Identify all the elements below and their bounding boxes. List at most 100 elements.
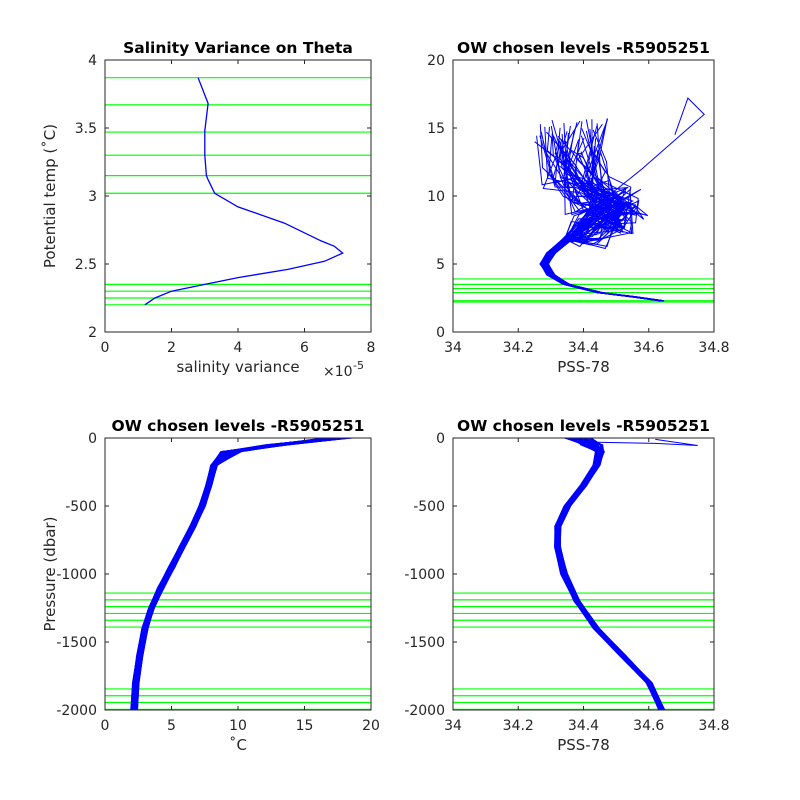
y-tick-label: 5 bbox=[436, 257, 445, 273]
outlier-profile bbox=[599, 97, 705, 204]
x-tick-label: 34.4 bbox=[568, 718, 599, 734]
y-tick-label: -1000 bbox=[404, 567, 445, 583]
profile-line bbox=[131, 438, 330, 710]
profile-line bbox=[132, 438, 337, 710]
profile-line bbox=[132, 438, 330, 710]
y-tick-label: -500 bbox=[65, 499, 97, 515]
profile-line bbox=[131, 438, 335, 710]
profile-line bbox=[546, 123, 664, 302]
profile-line bbox=[555, 438, 661, 710]
profile-line bbox=[558, 438, 664, 710]
subplot-3: 0 5 10 15 20 -2000 -1500 -1000 -500 0 OW chosen le… bbox=[41, 417, 380, 754]
profile-line bbox=[558, 438, 665, 710]
profile-line bbox=[132, 438, 334, 710]
profile-line bbox=[559, 438, 666, 710]
profile-line bbox=[557, 438, 664, 710]
profile-line bbox=[554, 438, 660, 710]
x-tick-label: 2 bbox=[167, 340, 176, 356]
profile-line bbox=[556, 438, 662, 710]
y-tick-label: -1000 bbox=[56, 567, 97, 583]
profile-line bbox=[557, 438, 663, 710]
y-tick-label: 0 bbox=[88, 431, 97, 447]
profile-line bbox=[559, 438, 666, 710]
y-tick-label: 3 bbox=[88, 189, 97, 205]
profile-line bbox=[133, 438, 335, 710]
x-tick-label: 10 bbox=[229, 718, 247, 734]
x-tick-label: 34.2 bbox=[503, 718, 534, 734]
x-tick-label: 6 bbox=[300, 340, 309, 356]
x-tick-label: 34 bbox=[444, 340, 462, 356]
outlier-profile bbox=[589, 438, 698, 446]
profile-line bbox=[556, 438, 663, 710]
y-axis-label: Potential temp (˚C) bbox=[41, 124, 59, 268]
series-line bbox=[144, 77, 344, 306]
profile-line bbox=[131, 438, 335, 710]
profile-line bbox=[132, 438, 327, 710]
profile-line bbox=[133, 438, 330, 710]
profile-line bbox=[559, 438, 665, 710]
profile-line bbox=[558, 438, 665, 710]
profile-line bbox=[554, 438, 661, 710]
x-tick-label: 4 bbox=[234, 340, 243, 356]
profile-line bbox=[555, 438, 661, 710]
y-tick-label: 2 bbox=[88, 325, 97, 341]
profile-line bbox=[132, 438, 329, 710]
profile-line bbox=[559, 438, 666, 710]
profile-line bbox=[131, 438, 335, 710]
profile-line bbox=[130, 438, 323, 710]
x-axis-label: ˚C bbox=[229, 736, 247, 754]
profile-line bbox=[557, 438, 663, 710]
profile-line bbox=[559, 438, 665, 710]
profile-line bbox=[542, 139, 662, 302]
plot-area bbox=[453, 97, 714, 303]
x-tick-label: 34.8 bbox=[698, 718, 729, 734]
x-tick-label: 0 bbox=[101, 340, 110, 356]
profile-line bbox=[557, 438, 663, 710]
x-tick-label: 20 bbox=[362, 718, 380, 734]
y-tick-label: 20 bbox=[427, 53, 445, 69]
subplot-2: 34 34.2 34.4 34.6 34.8 0 5 10 15 20 OW chosen leve… bbox=[427, 39, 729, 376]
profile-line bbox=[559, 438, 665, 710]
profile-line bbox=[554, 438, 661, 710]
profile-line bbox=[555, 438, 663, 710]
axes-box bbox=[104, 437, 372, 711]
profile-line bbox=[558, 438, 666, 710]
x-tick-label: 34 bbox=[444, 718, 462, 734]
subplot-title: OW chosen levels -R5905251 bbox=[457, 39, 710, 57]
profile-line bbox=[556, 438, 663, 710]
profile-line bbox=[557, 438, 665, 710]
y-tick-label: -500 bbox=[413, 499, 445, 515]
profile-line bbox=[554, 438, 661, 710]
profile-line bbox=[556, 438, 663, 710]
profile-line bbox=[555, 438, 662, 710]
profile-line bbox=[554, 438, 660, 710]
profile-line bbox=[553, 438, 660, 710]
x-exponent-power: -5 bbox=[353, 359, 364, 372]
profile-line bbox=[135, 438, 353, 710]
x-axis-label: PSS-78 bbox=[557, 736, 610, 754]
x-tick-label: 34.2 bbox=[503, 340, 534, 356]
y-tick-label: 15 bbox=[427, 121, 445, 137]
profile-line bbox=[557, 438, 663, 710]
profile-line bbox=[556, 438, 664, 710]
profile-line bbox=[131, 438, 338, 710]
profile-line bbox=[558, 438, 665, 710]
y-tick-label: 0 bbox=[436, 431, 445, 447]
profile-line bbox=[131, 438, 335, 710]
x-tick-label: 5 bbox=[167, 718, 176, 734]
profile-line bbox=[555, 438, 662, 710]
profile-line bbox=[558, 438, 664, 710]
profile-line bbox=[558, 438, 665, 710]
profile-line bbox=[559, 438, 665, 710]
plot-area bbox=[105, 77, 371, 306]
profile-line bbox=[554, 438, 661, 710]
plot-area bbox=[453, 438, 714, 710]
profile-line bbox=[132, 438, 334, 710]
y-axis-label: Pressure (dbar) bbox=[41, 517, 59, 632]
profile-line bbox=[556, 438, 663, 710]
profile-line bbox=[557, 438, 663, 710]
profile-line bbox=[559, 438, 665, 710]
profile-line bbox=[554, 438, 661, 710]
